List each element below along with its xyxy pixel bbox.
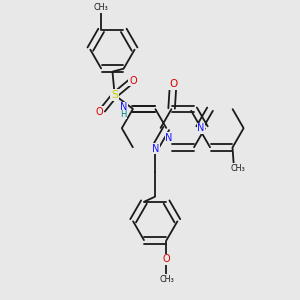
Text: O: O [163, 254, 170, 264]
Text: S: S [111, 90, 118, 100]
Text: H: H [120, 110, 127, 119]
Text: O: O [129, 76, 136, 86]
Text: N: N [152, 144, 159, 154]
Text: O: O [96, 107, 103, 117]
Text: N: N [120, 102, 127, 112]
Text: CH₃: CH₃ [230, 164, 245, 173]
Text: CH₃: CH₃ [94, 3, 109, 12]
Text: N: N [197, 123, 205, 133]
Text: O: O [169, 79, 177, 89]
Text: CH₃: CH₃ [159, 274, 174, 284]
Text: N: N [165, 133, 173, 143]
